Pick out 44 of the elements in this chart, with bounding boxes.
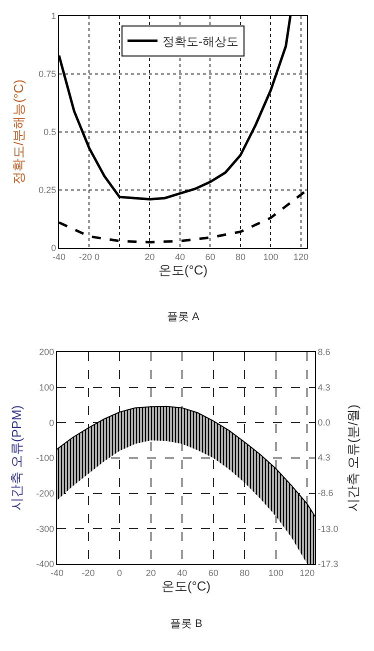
y2-axis-title: 시간축 오류(분/월) bbox=[346, 404, 360, 512]
y-tick-label: -200 bbox=[36, 488, 54, 498]
y2-tick-label: -8.6 bbox=[318, 488, 334, 498]
y-tick-label: -400 bbox=[36, 559, 54, 570]
x-axis-title: 온도(°C) bbox=[161, 578, 211, 594]
x-tick-label: 80 bbox=[235, 252, 246, 262]
y2-tick-label: 0.0 bbox=[318, 418, 330, 428]
x-tick-label: -20 0 bbox=[78, 252, 100, 262]
legend-label: 정확도-해상도 bbox=[162, 34, 238, 48]
y-axis-title: 정확도/분해능(°C) bbox=[11, 80, 26, 184]
y2-tick-label: -17.3 bbox=[318, 559, 338, 570]
x-tick-label: 20 bbox=[146, 568, 156, 578]
x-tick-label: 120 bbox=[293, 252, 308, 262]
y-tick-label: 0.25 bbox=[38, 185, 56, 196]
y-tick-label: -300 bbox=[36, 524, 54, 534]
x-tick-label: 100 bbox=[263, 252, 278, 262]
y-axis-title: 시간축 오류(PPM) bbox=[9, 405, 24, 511]
x-tick-label: -20 bbox=[82, 568, 95, 578]
x-tick-label: 0 bbox=[117, 568, 122, 578]
y-tick-label: 0 bbox=[51, 243, 56, 254]
y-tick-label: 1 bbox=[51, 11, 56, 22]
text: 플롯 A bbox=[167, 311, 200, 323]
x-tick-label: 60 bbox=[208, 568, 218, 578]
x-tick-label: 40 bbox=[177, 568, 188, 578]
y2-tick-label: -13.0 bbox=[318, 524, 338, 534]
x-tick-label: 100 bbox=[268, 568, 284, 578]
y-tick-label: 0 bbox=[49, 418, 54, 428]
y-tick-label: 0.5 bbox=[44, 127, 56, 138]
y2-tick-label: 8.6 bbox=[318, 347, 330, 358]
x-tick-label: -40 bbox=[50, 568, 64, 578]
text: 플롯 B bbox=[170, 618, 202, 630]
x-tick-label: 80 bbox=[240, 568, 250, 578]
x-tick-label: 20 bbox=[144, 252, 155, 262]
x-tick-label: 60 bbox=[205, 252, 216, 262]
x-tick-label: 120 bbox=[300, 568, 315, 578]
y-tick-label: 0.75 bbox=[38, 69, 56, 80]
y-tick-label: -100 bbox=[36, 453, 54, 464]
x-axis-title: 온도(°C) bbox=[158, 262, 208, 278]
y-tick-label: 200 bbox=[39, 347, 54, 358]
y-tick-label: 100 bbox=[39, 382, 54, 392]
x-tick-label: 40 bbox=[174, 252, 185, 262]
y2-tick-label: 4.3 bbox=[318, 382, 330, 392]
x-tick-label: -40 bbox=[52, 252, 66, 262]
y2-tick-label: 4.3 bbox=[318, 452, 330, 463]
